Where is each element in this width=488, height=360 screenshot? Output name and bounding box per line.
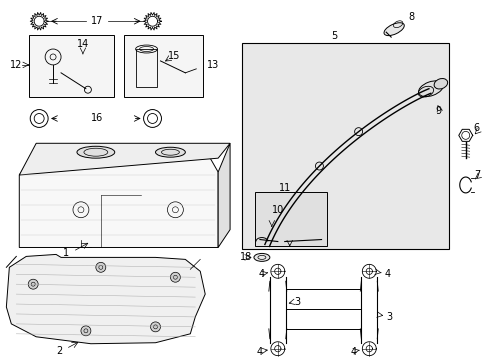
Text: 13: 13 (206, 60, 219, 70)
Bar (29, 35, 114, 96)
Text: 3: 3 (386, 312, 391, 322)
Bar (123, 35, 203, 96)
Polygon shape (19, 158, 218, 247)
Text: 9: 9 (435, 105, 441, 116)
Text: 7: 7 (473, 170, 480, 180)
Text: 10: 10 (271, 205, 284, 215)
Circle shape (96, 262, 105, 272)
Circle shape (170, 272, 180, 282)
Text: 4: 4 (349, 347, 356, 357)
Text: 3: 3 (294, 297, 300, 307)
Text: 11: 11 (278, 183, 290, 193)
Text: 12: 12 (10, 60, 22, 70)
Text: 5: 5 (331, 31, 337, 41)
Text: 2: 2 (56, 346, 62, 356)
Text: 18: 18 (240, 252, 252, 262)
Text: 4: 4 (384, 269, 389, 279)
Ellipse shape (155, 147, 185, 157)
Text: 14: 14 (77, 39, 89, 49)
Circle shape (28, 279, 38, 289)
Text: 1: 1 (63, 248, 69, 258)
Polygon shape (19, 143, 230, 175)
Bar (242, 43, 448, 249)
Text: 4: 4 (258, 269, 264, 279)
Ellipse shape (383, 23, 404, 36)
Circle shape (150, 322, 160, 332)
Bar (254, 192, 326, 247)
Text: 8: 8 (407, 12, 413, 22)
Text: 17: 17 (90, 16, 103, 26)
Text: 16: 16 (91, 113, 103, 123)
Polygon shape (218, 143, 230, 247)
Text: 4: 4 (256, 347, 263, 357)
Ellipse shape (433, 78, 447, 89)
Circle shape (81, 326, 91, 336)
Bar (135, 49, 157, 87)
Text: 15: 15 (168, 51, 180, 61)
Ellipse shape (418, 81, 443, 96)
Text: 6: 6 (473, 123, 479, 134)
Ellipse shape (253, 253, 269, 261)
Polygon shape (6, 255, 205, 344)
Ellipse shape (77, 146, 115, 158)
